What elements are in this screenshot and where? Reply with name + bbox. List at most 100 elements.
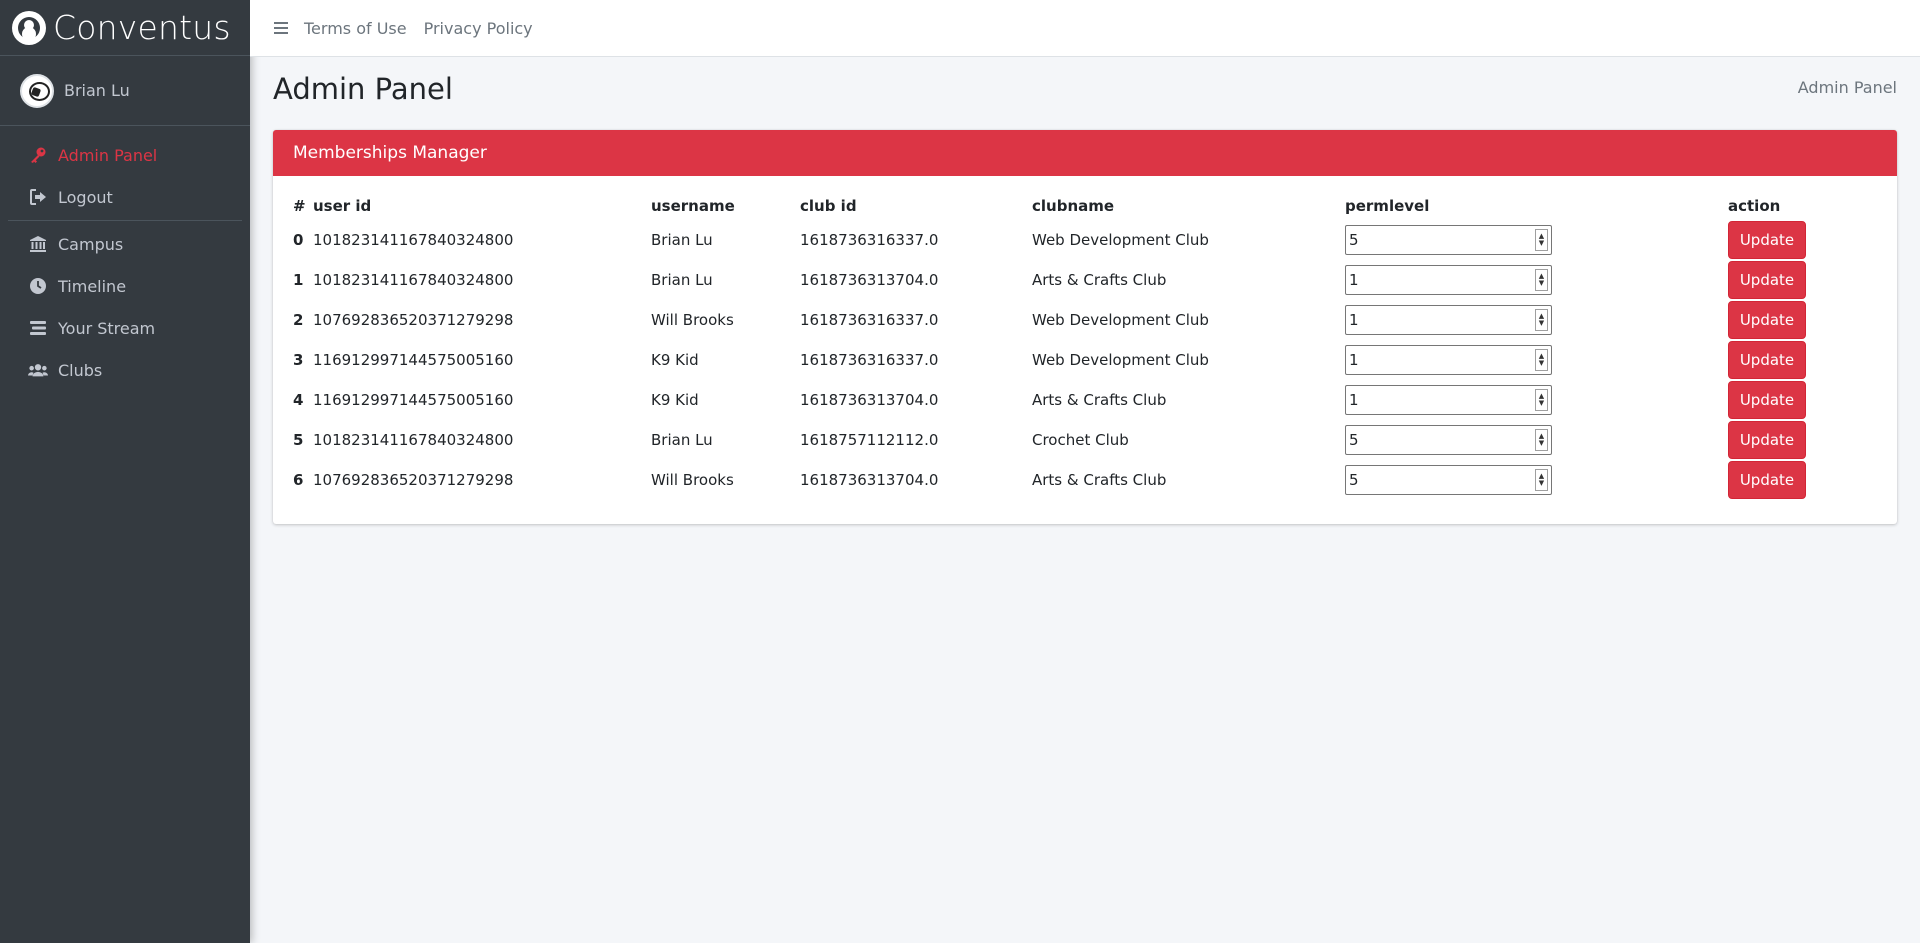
permlevel-cell: 1 ▲ ▼: [1345, 260, 1728, 300]
permlevel-value: 1: [1349, 311, 1359, 329]
brand-link[interactable]: Conventus: [0, 0, 250, 56]
spinner-arrows-icon[interactable]: ▲ ▼: [1535, 229, 1548, 251]
username-cell: Will Brooks: [651, 311, 734, 329]
column-header-user-id: user id: [313, 197, 372, 215]
permlevel-input[interactable]: 1 ▲ ▼: [1345, 345, 1552, 375]
privacy-policy-link[interactable]: Privacy Policy: [423, 18, 533, 38]
table-row: 0 101823141167840324800 Brian Lu 1618736…: [293, 220, 1877, 260]
spinner-arrows-icon[interactable]: ▲ ▼: [1535, 389, 1548, 411]
spinner-arrows-icon[interactable]: ▲ ▼: [1535, 309, 1548, 331]
action-cell: Update: [1728, 340, 1877, 380]
user-id-cell: 107692836520371279298: [313, 311, 514, 329]
sidebar-item-admin-panel[interactable]: Admin Panel: [0, 134, 250, 176]
row-index: 6: [293, 471, 304, 489]
user-id-cell: 107692836520371279298: [313, 471, 514, 489]
row-index: 5: [293, 431, 304, 449]
sidebar-divider: [8, 220, 242, 221]
action-cell: Update: [1728, 220, 1877, 260]
terms-of-use-link[interactable]: Terms of Use: [304, 18, 407, 38]
spinner-arrows-icon[interactable]: ▲ ▼: [1535, 469, 1548, 491]
username-cell: Will Brooks: [651, 471, 734, 489]
sidebar-item-label: Logout: [58, 187, 113, 207]
permlevel-cell: 5 ▲ ▼: [1345, 420, 1728, 460]
username-cell: Brian Lu: [651, 231, 713, 249]
table-header-row: # user id username club id clubname perm…: [293, 192, 1877, 220]
permlevel-cell: 1 ▲ ▼: [1345, 300, 1728, 340]
column-header-club-id: club id: [800, 197, 857, 215]
table-row: 6 107692836520371279298 Will Brooks 1618…: [293, 460, 1877, 500]
column-header-permlevel: permlevel: [1345, 197, 1430, 215]
sidebar: Conventus Brian Lu Admin Panel Logout Ca…: [0, 0, 250, 943]
content-header: Admin Panel Admin Panel: [273, 72, 1897, 112]
clubname-cell: Arts & Crafts Club: [1032, 391, 1167, 409]
sidebar-item-clubs[interactable]: Clubs: [0, 349, 250, 391]
user-id-cell: 101823141167840324800: [313, 431, 514, 449]
permlevel-input[interactable]: 1 ▲ ▼: [1345, 385, 1552, 415]
clubname-cell: Arts & Crafts Club: [1032, 271, 1167, 289]
sidebar-item-campus[interactable]: Campus: [0, 223, 250, 265]
club-id-cell: 1618736316337.0: [800, 231, 939, 249]
permlevel-value: 5: [1349, 231, 1359, 249]
spinner-arrows-icon[interactable]: ▲ ▼: [1535, 429, 1548, 451]
user-panel[interactable]: Brian Lu: [0, 56, 250, 126]
sidebar-item-timeline[interactable]: Timeline: [0, 265, 250, 307]
column-header-username: username: [651, 197, 735, 215]
table-row: 4 116912997144575005160 K9 Kid 161873631…: [293, 380, 1877, 420]
user-name: Brian Lu: [64, 81, 130, 100]
permlevel-value: 1: [1349, 351, 1359, 369]
table-row: 1 101823141167840324800 Brian Lu 1618736…: [293, 260, 1877, 300]
update-button[interactable]: Update: [1728, 301, 1806, 339]
stream-icon: [28, 318, 48, 338]
username-cell: Brian Lu: [651, 431, 713, 449]
top-navbar: Terms of Use Privacy Policy: [250, 0, 1920, 57]
permlevel-input[interactable]: 1 ▲ ▼: [1345, 305, 1552, 335]
action-cell: Update: [1728, 420, 1877, 460]
permlevel-input[interactable]: 5 ▲ ▼: [1345, 425, 1552, 455]
memberships-manager-card: Memberships Manager # user id username c…: [273, 130, 1897, 524]
avatar: [20, 73, 54, 108]
breadcrumb[interactable]: Admin Panel: [1797, 78, 1897, 97]
sidebar-item-label: Timeline: [58, 276, 127, 296]
sign-out-icon: [28, 187, 48, 207]
table-row: 5 101823141167840324800 Brian Lu 1618757…: [293, 420, 1877, 460]
university-icon: [28, 234, 48, 254]
column-header-index: #: [293, 197, 306, 215]
table-row: 3 116912997144575005160 K9 Kid 161873631…: [293, 340, 1877, 380]
permlevel-cell: 5 ▲ ▼: [1345, 220, 1728, 260]
permlevel-value: 5: [1349, 431, 1359, 449]
sidebar-item-logout[interactable]: Logout: [0, 176, 250, 218]
club-id-cell: 1618736316337.0: [800, 351, 939, 369]
sidebar-item-your-stream[interactable]: Your Stream: [0, 307, 250, 349]
column-header-clubname: clubname: [1032, 197, 1115, 215]
brand-name: Conventus: [53, 8, 231, 47]
permlevel-input[interactable]: 1 ▲ ▼: [1345, 265, 1552, 295]
spinner-arrows-icon[interactable]: ▲ ▼: [1535, 269, 1548, 291]
user-id-cell: 101823141167840324800: [313, 271, 514, 289]
update-button[interactable]: Update: [1728, 381, 1806, 419]
update-button[interactable]: Update: [1728, 341, 1806, 379]
update-button[interactable]: Update: [1728, 421, 1806, 459]
club-id-cell: 1618736313704.0: [800, 271, 939, 289]
user-id-cell: 116912997144575005160: [313, 391, 514, 409]
update-button[interactable]: Update: [1728, 221, 1806, 259]
users-icon: [28, 360, 48, 380]
user-id-cell: 101823141167840324800: [313, 231, 514, 249]
club-id-cell: 1618736313704.0: [800, 471, 939, 489]
clubname-cell: Web Development Club: [1032, 311, 1209, 329]
spinner-arrows-icon[interactable]: ▲ ▼: [1535, 349, 1548, 371]
action-cell: Update: [1728, 380, 1877, 420]
update-button[interactable]: Update: [1728, 461, 1806, 499]
permlevel-input[interactable]: 5 ▲ ▼: [1345, 225, 1552, 255]
sidebar-item-label: Campus: [58, 234, 124, 254]
action-cell: Update: [1728, 300, 1877, 340]
permlevel-input[interactable]: 5 ▲ ▼: [1345, 465, 1552, 495]
row-index: 3: [293, 351, 304, 369]
clubname-cell: Arts & Crafts Club: [1032, 471, 1167, 489]
row-index: 4: [293, 391, 304, 409]
permlevel-cell: 5 ▲ ▼: [1345, 460, 1728, 500]
clubname-cell: Web Development Club: [1032, 351, 1209, 369]
permlevel-value: 1: [1349, 391, 1359, 409]
username-cell: K9 Kid: [651, 351, 699, 369]
update-button[interactable]: Update: [1728, 261, 1806, 299]
hamburger-menu-icon[interactable]: [274, 22, 288, 34]
